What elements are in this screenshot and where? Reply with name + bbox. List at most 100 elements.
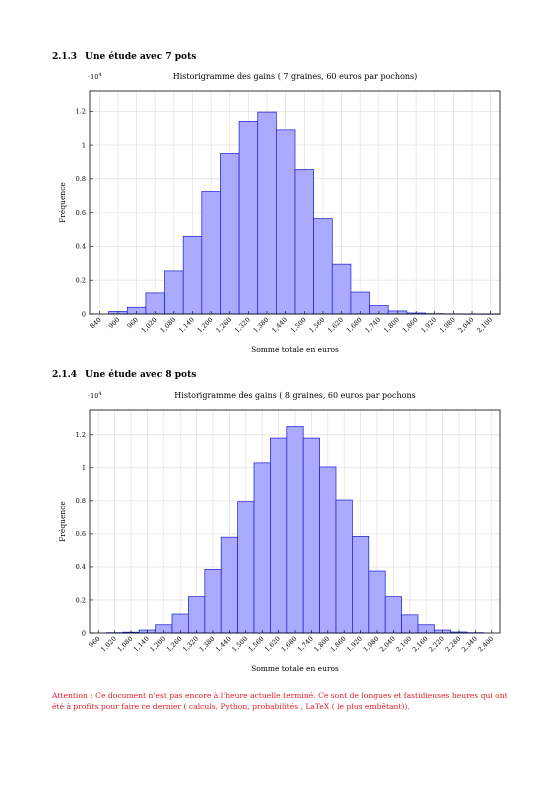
chart1-bar-9 [276,129,296,315]
chart2-x-tick-label-10: 1,560 [247,635,266,654]
chart1-bars [108,111,501,315]
chart2-x-tick-label-8: 1,440 [214,635,233,654]
chart1-x-tick-label-5: 1,140 [177,316,196,335]
chart1-x-tick-label-21: 2,100 [475,316,494,335]
chart2-x-tick-label-12: 1,680 [280,635,299,654]
chart2-bar-11 [286,426,304,634]
chart1-bar-2 [145,292,165,315]
chart1-x-tick-label-15: 1,740 [363,316,382,335]
chart2-y-scale-label: ·104 [88,391,102,400]
warning-note: Attention : Ce document n'est pas encore… [52,691,508,711]
section-heading-7-pots: 2.1.3 Une étude avec 7 pots [52,52,196,62]
chart2-x-tick-label-23: 2,340 [460,635,479,654]
chart1-bar-6 [220,153,240,315]
chart2-bar-9 [253,462,271,634]
chart1-plot-frame [89,90,501,315]
chart1-y-tick-label-3: 0.6 [76,209,86,217]
chart1-x-tick-label-9: 1,380 [252,316,271,335]
histogram-8-pots: Historigramme des gains ( 8 graines, 60 … [58,391,501,673]
chart2-bar-12 [302,437,320,634]
chart1-title: Historigramme des gains ( 7 graines, 60 … [173,72,418,81]
chart1-y-tick-label-2: 0.4 [76,243,86,251]
chart1-x-axis-label: Somme totale en euros [251,345,339,354]
chart2-y-scale-base: ·10 [88,392,98,400]
chart1-bar-3 [164,270,184,315]
chart2-x-tick-label-9: 1,500 [230,635,249,654]
chart1-bar-4 [182,235,203,315]
chart2-x-tick-label-4: 1,200 [148,635,167,654]
chart2-x-tick-label-14: 1,800 [312,635,331,654]
chart1-y-tick-label-5: 1 [82,141,86,149]
chart2-bar-5 [188,596,206,634]
chart2-x-tick-label-15: 1,860 [329,635,348,654]
chart2-x-tick-label-24: 2,400 [476,635,495,654]
chart2-y-tick-label-2: 0.4 [76,563,86,571]
chart1-x-tick-label-16: 1,800 [382,316,401,335]
chart2-x-tick-label-19: 2,100 [394,635,413,654]
chart2-bar-15 [352,536,370,634]
chart1-y-scale-label: ·104 [88,72,102,81]
chart2-x-tick-label-22: 2,280 [444,635,463,654]
section-heading-8-pots: 2.1.4 Une étude avec 8 pots [52,370,196,380]
histogram-7-pots: Historigramme des gains ( 7 graines, 60 … [58,72,501,354]
chart1-y-scale-exponent: 4 [98,72,101,78]
chart2-y-tick-label-3: 0.6 [76,530,86,538]
chart1-x-tick-label-2: 960 [126,316,140,330]
chart2-y-tick-label-1: 0.2 [76,596,86,604]
chart2-x-tick-label-20: 2,160 [411,635,430,654]
section-title: Une étude avec 7 pots [85,52,197,62]
chart1-x-tick-label-13: 1,620 [326,316,345,335]
chart1-bar-8 [257,111,277,315]
chart2-title: Historigramme des gains ( 8 graines, 60 … [174,391,415,400]
chart1-x-tick-label-4: 1,080 [158,316,177,335]
chart1-bar-11 [313,218,333,315]
chart1-x-tick-label-6: 1,200 [196,316,215,335]
chart1-bar-7 [238,121,259,315]
chart1-x-tick-label-18: 1,920 [419,316,438,335]
chart2-bar-17 [384,596,402,634]
chart1-x-tick-label-8: 1,320 [233,316,252,335]
chart2-bar-13 [319,466,337,634]
chart1-bar-12 [331,263,352,315]
chart2-x-tick-label-6: 1,320 [181,635,200,654]
chart1-y-tick-label-6: 1.2 [76,108,86,116]
section-number: 2.1.3 [52,52,78,62]
chart1-y-tick-label-0: 0 [82,310,86,318]
chart2-x-tick-label-3: 1,140 [132,635,151,654]
chart2-bar-16 [368,570,386,634]
chart1-y-tick-label-1: 0.2 [76,277,86,285]
chart1-x-tick-label-10: 1,440 [270,316,289,335]
chart2-y-tick-label-6: 1.2 [76,431,86,439]
chart2-x-tick-label-13: 1,740 [296,635,315,654]
chart2-bar-14 [335,499,353,634]
chart1-x-tick-label-20: 2,040 [457,316,476,335]
chart2-x-tick-label-7: 1,380 [198,635,217,654]
chart1-x-tick-label-1: 900 [107,316,121,330]
chart2-x-tick-label-17: 1,980 [362,635,381,654]
chart1-bar-13 [350,291,370,315]
chart1-y-scale-base: ·10 [88,73,98,81]
chart1-x-tick-label-0: 840 [88,316,102,330]
chart2-x-tick-label-1: 1,020 [99,635,118,654]
section-title: Une étude avec 8 pots [85,370,197,380]
chart2-y-tick-label-0: 0 [82,629,86,637]
chart1-x-tick-label-11: 1,500 [289,316,308,335]
chart1-x-tick-label-19: 1,980 [438,316,457,335]
chart2-y-tick-label-4: 0.8 [76,497,86,505]
chart1-x-tick-label-14: 1,680 [345,316,364,335]
chart2-bar-7 [220,536,238,634]
chart1-y-tick-label-4: 0.8 [76,175,86,183]
chart2-y-tick-label-5: 1 [82,464,86,472]
chart2-grid [90,410,500,634]
chart2-x-tick-label-16: 1,920 [345,635,364,654]
chart2-x-tick-label-11: 1,620 [263,635,282,654]
section-number: 2.1.4 [52,370,78,380]
chart1-x-tick-label-17: 1,860 [401,316,420,335]
chart2-x-tick-label-18: 2,040 [378,635,397,654]
chart1-bar-10 [294,169,314,315]
chart2-y-axis-label: Fréquence [58,501,67,542]
chart2-x-tick-label-5: 1,260 [165,635,184,654]
chart2-x-axis-label: Somme totale en euros [251,664,339,673]
chart2-x-tick-label-2: 1,080 [116,635,135,654]
chart2-bar-8 [237,501,255,634]
